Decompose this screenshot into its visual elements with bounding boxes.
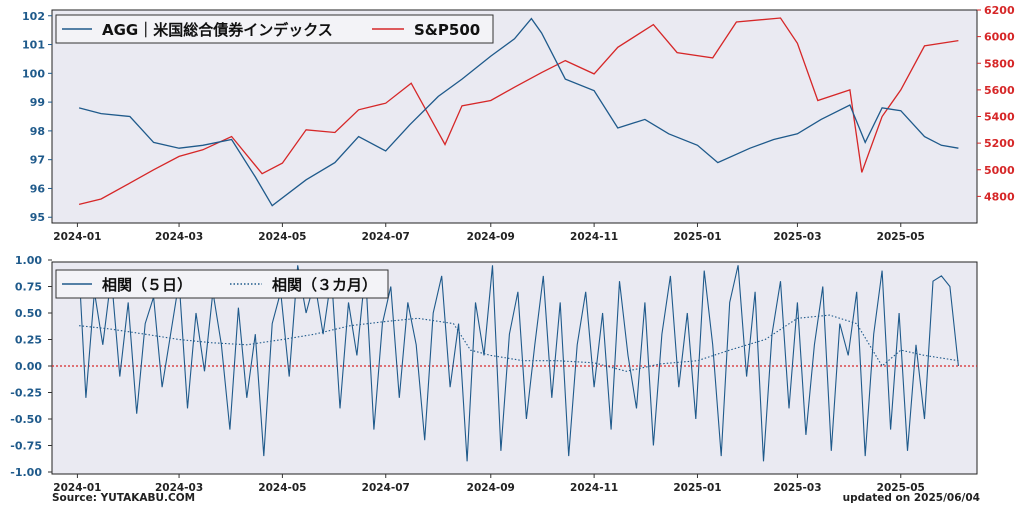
y-tick-label: 0.00 [15, 360, 42, 373]
x-tick-label: 2024-11 [570, 231, 618, 243]
y-right-tick-label: 5800 [984, 57, 1015, 70]
y-left-tick-label: 97 [30, 154, 45, 167]
y-tick-label: 1.00 [15, 254, 42, 267]
corr-3month-line [79, 314, 959, 372]
x-tick-label: 2024-03 [155, 231, 203, 243]
x-tick-label: 2025-01 [673, 482, 721, 494]
legend-box [55, 269, 389, 299]
y-left-tick-label: 95 [30, 211, 45, 224]
y-tick-label: 0.50 [15, 307, 42, 320]
legend-5day-label: 相関（５日） [102, 276, 192, 294]
y-tick-label: -0.75 [10, 440, 42, 453]
plot-area [51, 9, 978, 224]
corr-5day-line [78, 265, 959, 462]
legend-agg-label: AGG｜米国総合債券インデックス [102, 21, 333, 39]
y-left-tick-label: 98 [30, 125, 45, 138]
y-tick-label: -0.25 [10, 387, 42, 400]
agg-line [78, 17, 959, 207]
y-left-tick-label: 96 [30, 182, 46, 195]
y-tick-label: -1.00 [10, 466, 42, 479]
y-right-tick-label: 6000 [984, 31, 1015, 44]
legend-3month-label: 相関（３カ月） [272, 276, 377, 294]
y-right-tick-label: 5600 [984, 84, 1015, 97]
x-tick-label: 2024-01 [53, 482, 101, 494]
x-tick-label: 2025-05 [877, 231, 925, 243]
x-tick-label: 2025-03 [773, 231, 821, 243]
source-label: Source: YUTAKABU.COM [52, 492, 196, 504]
y-tick-label: 0.75 [15, 281, 42, 294]
y-tick-label: -0.50 [10, 413, 42, 426]
y-right-tick-label: 6200 [984, 4, 1015, 17]
y-left-tick-label: 101 [22, 39, 45, 52]
y-left-tick-label: 102 [22, 10, 45, 23]
x-tick-label: 2024-03 [155, 482, 203, 494]
y-tick-label: 0.25 [15, 334, 42, 347]
y-right-tick-label: 5000 [984, 164, 1015, 177]
top-panel: 2024-01 2024-03 2024-05 2024-07 2024-09 2024-… [22, 4, 1015, 243]
updated-label: updated on 2025/06/04 [842, 492, 980, 504]
y-right-tick-label: 5400 [984, 111, 1015, 124]
x-tick-label: 2024-05 [258, 231, 306, 243]
legend-box [55, 14, 494, 44]
x-tick-label: 2024-01 [53, 231, 101, 243]
x-tick-label: 2025-05 [877, 482, 925, 494]
x-tick-label: 2024-07 [362, 231, 410, 243]
y-left-tick-label: 99 [30, 96, 45, 109]
x-tick-label: 2024-05 [258, 482, 306, 494]
x-tick-label: 2025-03 [773, 482, 821, 494]
y-right-tick-label: 5200 [984, 137, 1015, 150]
x-tick-label: 2024-09 [467, 231, 515, 243]
x-tick-label: 2024-07 [362, 482, 410, 494]
x-tick-label: 2024-11 [570, 482, 618, 494]
y-left-tick-label: 100 [22, 67, 45, 80]
y-right-tick-label: 4800 [984, 190, 1015, 203]
legend-sp500-label: S&P500 [414, 21, 480, 39]
bottom-panel: 2024-01 2024-03 2024-05 2024-07 2024-09 2024-… [10, 254, 978, 494]
x-tick-label: 2024-09 [467, 482, 515, 494]
x-tick-label: 2025-01 [673, 231, 721, 243]
